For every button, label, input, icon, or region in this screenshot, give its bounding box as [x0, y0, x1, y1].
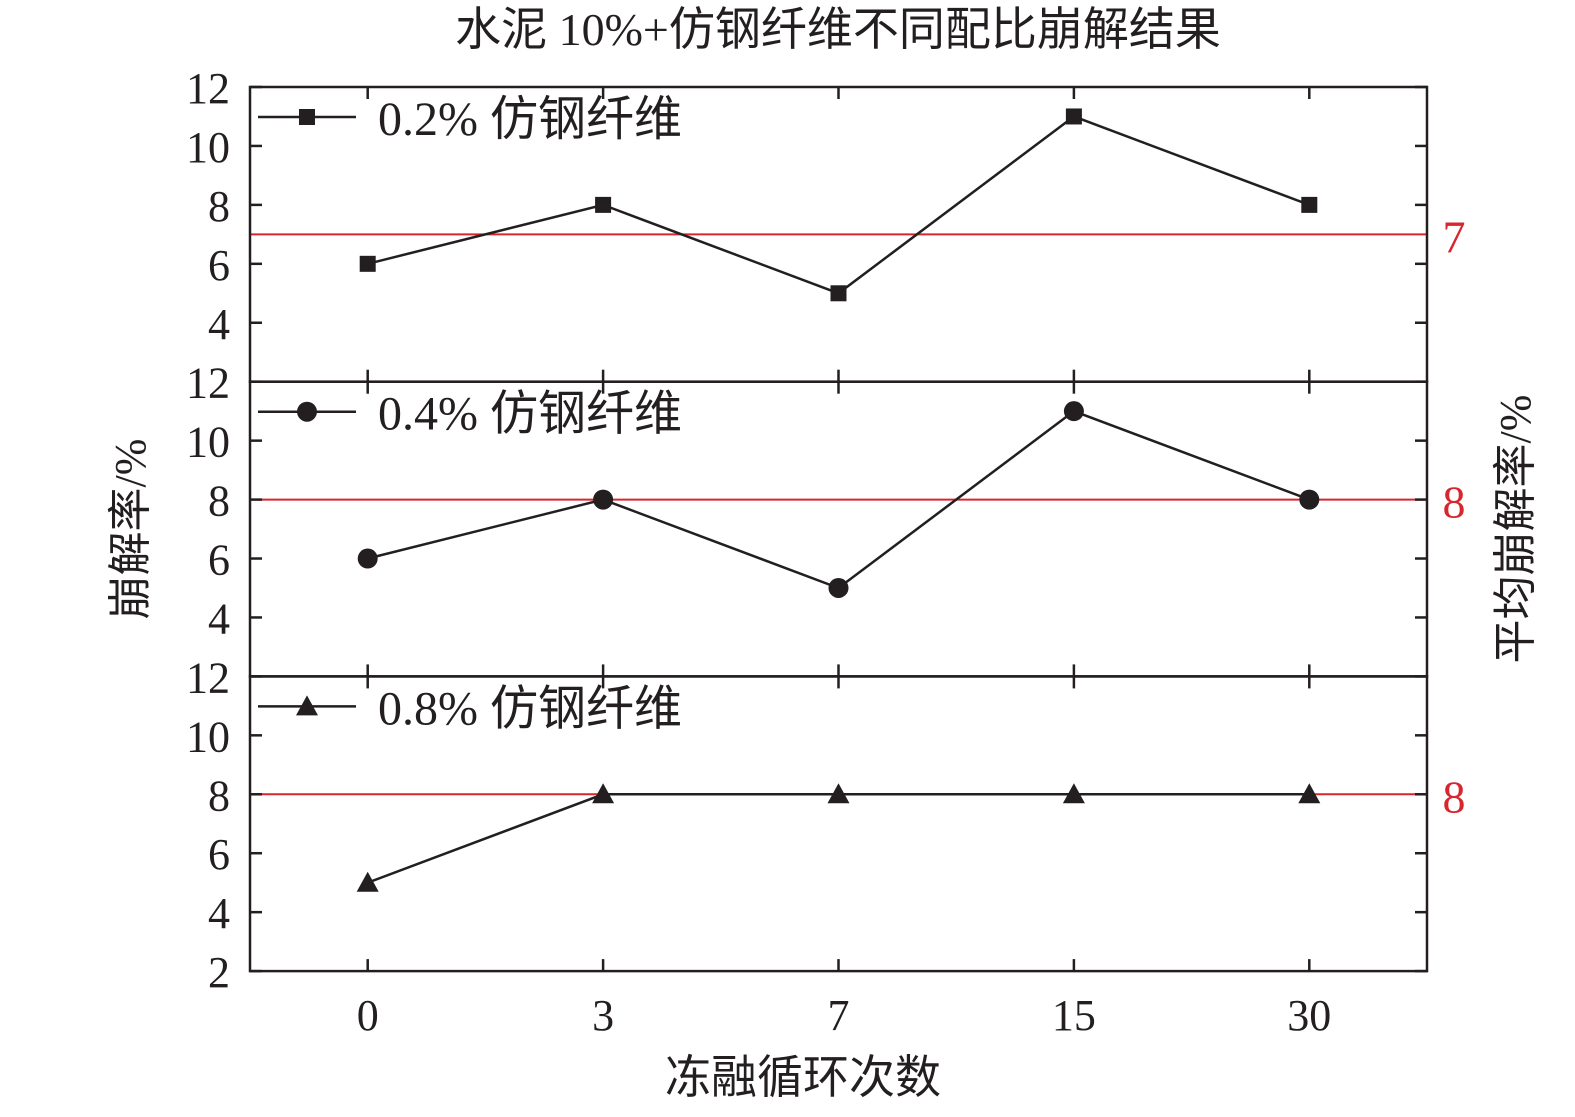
y-tick-label: 4: [208, 300, 230, 349]
data-point: [595, 196, 612, 213]
data-point: [827, 783, 850, 804]
y-tick-label: 12: [186, 64, 230, 113]
mean-line-label: 8: [1443, 771, 1466, 822]
data-point: [1065, 108, 1082, 125]
mean-line-label: 7: [1443, 211, 1466, 262]
legend-label: 0.4% 仿钢纤维: [378, 388, 682, 441]
y-tick-label: 8: [208, 182, 230, 231]
mean-line-label: 8: [1443, 477, 1466, 528]
y-tick-label: 6: [208, 830, 230, 879]
y-axis-label: 崩解率/%: [106, 439, 155, 620]
x-tick-label: 3: [592, 991, 614, 1040]
data-point: [830, 285, 847, 302]
y-tick-label: 10: [186, 712, 230, 761]
data-point: [1063, 401, 1084, 422]
data-point: [359, 255, 376, 272]
data-point: [1301, 196, 1318, 213]
x-tick-label: 30: [1287, 991, 1331, 1040]
legend-marker: [296, 695, 318, 716]
data-point: [1299, 489, 1320, 510]
x-axis-label: 冻融循环次数: [665, 1052, 941, 1103]
y-tick-label: 2: [208, 948, 230, 997]
data-point: [592, 783, 615, 804]
data-point: [356, 871, 379, 892]
y-tick-label: 8: [208, 771, 230, 820]
legend-label: 0.2% 仿钢纤维: [378, 93, 682, 146]
y-tick-label: 10: [186, 123, 230, 172]
legend-marker: [297, 401, 317, 422]
y-axis-label-right: 平均崩解率/%: [1491, 395, 1540, 664]
data-point: [593, 489, 614, 510]
data-point: [1062, 783, 1085, 804]
x-tick-label: 0: [357, 991, 379, 1040]
series-line: [367, 793, 1310, 884]
y-tick-label: 12: [186, 359, 230, 408]
data-point: [357, 548, 378, 569]
legend-marker: [299, 109, 315, 125]
y-tick-label: 4: [208, 594, 230, 643]
y-tick-label: 10: [186, 418, 230, 467]
legend-label: 0.8% 仿钢纤维: [378, 682, 682, 735]
chart-title: 水泥 10%+仿钢纤维不同配比崩解结果: [455, 4, 1221, 55]
data-point: [828, 577, 849, 598]
y-tick-label: 12: [186, 653, 230, 702]
y-tick-label: 6: [208, 536, 230, 585]
x-tick-label: 7: [828, 991, 850, 1040]
y-tick-label: 8: [208, 477, 230, 526]
y-tick-label: 4: [208, 889, 230, 938]
x-tick-label: 15: [1052, 991, 1096, 1040]
y-tick-label: 6: [208, 241, 230, 290]
data-point: [1298, 783, 1321, 804]
